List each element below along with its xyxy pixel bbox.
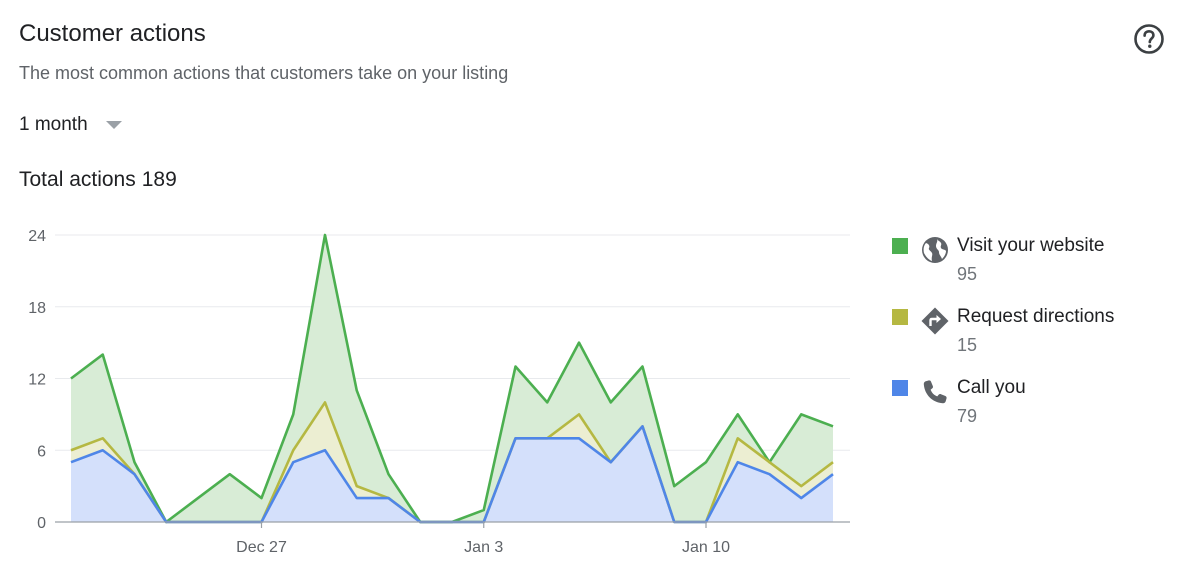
y-tick-label: 18: [28, 300, 46, 317]
page-title: Customer actions: [19, 20, 206, 47]
legend-swatch: [892, 238, 908, 254]
y-tick-label: 0: [37, 515, 46, 532]
legend-label: Call you: [957, 377, 1026, 398]
y-axis-labels: 0 6 12 18 24: [28, 228, 46, 532]
help-circle-icon[interactable]: [1133, 23, 1165, 55]
chevron-down-icon: [105, 121, 122, 129]
directions-icon: [921, 307, 949, 335]
legend-swatch: [892, 380, 908, 396]
total-actions-value: 189: [141, 168, 177, 191]
total-actions-label: Total actions: [19, 168, 136, 191]
area-call-you: [71, 426, 833, 522]
phone-icon: [923, 380, 947, 404]
x-tick-label: Jan 3: [464, 539, 503, 556]
total-actions: Total actions 189: [19, 168, 183, 192]
time-range-value: 1 month: [19, 114, 88, 135]
customer-actions-chart: 0 6 12 18 24 Dec 27 Jan 3 Jan 10: [28, 228, 850, 556]
legend-value: 15: [957, 335, 978, 355]
legend-value: 95: [957, 264, 978, 284]
y-tick-label: 24: [28, 228, 46, 245]
legend-label: Request directions: [957, 306, 1115, 327]
legend-swatch: [892, 309, 908, 325]
y-tick-label: 6: [37, 443, 46, 460]
legend-value: 79: [957, 406, 978, 426]
globe-icon: [922, 237, 948, 263]
page-subtitle: The most common actions that customers t…: [19, 63, 509, 83]
x-tick-label: Jan 10: [682, 539, 730, 556]
y-tick-label: 12: [28, 372, 46, 389]
time-range-dropdown[interactable]: 1 month: [19, 114, 122, 136]
gridlines: [55, 234, 850, 451]
x-tick-label: Dec 27: [236, 539, 287, 556]
legend-label: Visit your website: [957, 235, 1105, 256]
x-axis: Dec 27 Jan 3 Jan 10: [55, 521, 850, 556]
